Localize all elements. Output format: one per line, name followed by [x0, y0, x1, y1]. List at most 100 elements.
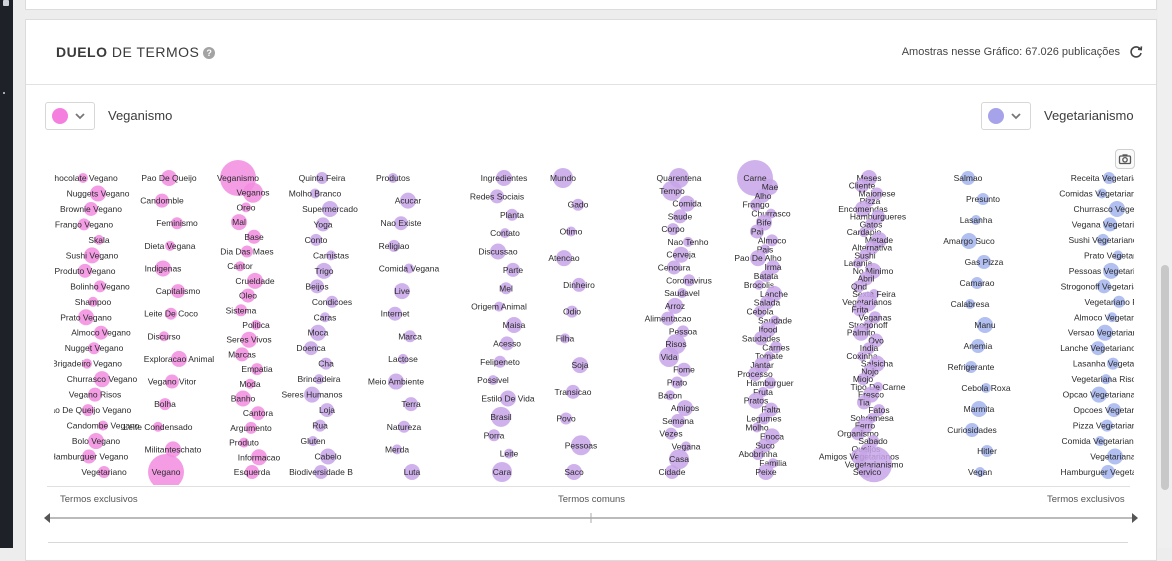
term-bubble[interactable] [388, 306, 402, 321]
term-bubble[interactable] [977, 255, 991, 269]
term-bubble[interactable] [1107, 403, 1121, 418]
term-bubble[interactable] [404, 263, 414, 274]
term-bubble[interactable] [750, 198, 762, 211]
term-bubble[interactable] [404, 397, 418, 412]
term-bubble[interactable] [572, 357, 588, 374]
term-bubble[interactable] [251, 320, 261, 330]
term-bubble[interactable] [764, 376, 776, 389]
term-bubble[interactable] [748, 367, 762, 381]
term-bubble[interactable] [659, 346, 679, 367]
term-bubble[interactable] [971, 215, 981, 225]
term-bubble[interactable] [171, 350, 187, 367]
term-bubble[interactable] [394, 283, 410, 300]
term-bubble[interactable] [560, 412, 572, 425]
term-bubble[interactable] [855, 200, 871, 217]
term-bubble[interactable] [1113, 250, 1123, 261]
term-bubble[interactable] [316, 262, 332, 279]
term-bubble[interactable] [975, 467, 985, 477]
term-bubble[interactable] [965, 361, 977, 373]
scrollbar[interactable] [1158, 0, 1172, 548]
term-bubble[interactable] [245, 465, 259, 479]
right-term-select[interactable] [981, 102, 1031, 130]
term-bubble[interactable] [241, 202, 251, 213]
term-bubble[interactable] [971, 339, 985, 353]
term-bubble[interactable] [1107, 312, 1117, 323]
term-bubble[interactable] [94, 280, 106, 293]
term-bubble[interactable] [247, 229, 261, 244]
term-bubble[interactable] [84, 247, 100, 264]
term-bubble[interactable] [171, 217, 183, 230]
term-bubble[interactable] [677, 362, 691, 377]
term-bubble[interactable] [861, 466, 873, 478]
term-bubble[interactable] [304, 386, 320, 403]
term-bubble[interactable] [853, 324, 869, 341]
term-bubble[interactable] [247, 272, 263, 289]
term-bubble[interactable] [1107, 357, 1119, 370]
term-bubble[interactable] [556, 250, 572, 267]
term-bubble[interactable] [492, 462, 512, 482]
term-bubble[interactable] [667, 297, 683, 314]
term-bubble[interactable] [760, 295, 774, 310]
term-bubble[interactable] [851, 426, 865, 441]
term-bubble[interactable] [494, 355, 506, 368]
term-bubble[interactable] [235, 261, 245, 272]
term-bubble[interactable] [859, 249, 871, 262]
term-bubble[interactable] [504, 448, 514, 459]
term-bubble[interactable] [488, 375, 498, 386]
term-bubble[interactable] [977, 193, 989, 205]
term-bubble[interactable] [243, 182, 263, 203]
term-bubble[interactable] [235, 347, 249, 362]
term-bubble[interactable] [88, 296, 98, 307]
term-bubble[interactable] [500, 282, 512, 295]
term-bubble[interactable] [673, 246, 689, 263]
help-icon[interactable]: ? [203, 47, 216, 59]
term-bubble[interactable] [235, 390, 251, 407]
refresh-icon[interactable] [1128, 44, 1144, 60]
term-bubble[interactable] [661, 311, 675, 326]
term-bubble[interactable] [326, 250, 336, 261]
term-bubble[interactable] [155, 260, 171, 277]
menu-icon[interactable] [3, 0, 9, 6]
term-bubble[interactable] [84, 201, 98, 216]
term-bubble[interactable] [326, 295, 338, 308]
term-bubble[interactable] [491, 406, 511, 427]
term-bubble[interactable] [231, 214, 247, 231]
term-bubble[interactable] [88, 433, 104, 450]
term-bubble[interactable] [677, 288, 687, 299]
term-bubble[interactable] [665, 465, 679, 479]
term-bubble[interactable] [310, 233, 322, 246]
term-bubble[interactable] [566, 384, 580, 399]
term-bubble[interactable] [159, 398, 171, 411]
term-bubble[interactable] [859, 227, 869, 238]
term-bubble[interactable] [251, 363, 263, 376]
term-bubble[interactable] [758, 412, 770, 425]
term-bubble[interactable] [1097, 188, 1107, 199]
term-bubble[interactable] [758, 464, 774, 480]
term-bubble[interactable] [752, 422, 762, 433]
term-bubble[interactable] [88, 342, 100, 355]
term-bubble[interactable] [310, 324, 326, 341]
term-bubble[interactable] [665, 427, 677, 440]
term-bubble[interactable] [764, 402, 778, 417]
term-bubble[interactable] [161, 170, 177, 186]
term-bubble[interactable] [857, 373, 869, 386]
term-bubble[interactable] [863, 342, 875, 355]
term-bubble[interactable] [873, 404, 885, 417]
term-bubble[interactable] [1103, 217, 1117, 232]
term-bubble[interactable] [677, 400, 693, 417]
term-bubble[interactable] [500, 390, 516, 407]
term-bubble[interactable] [153, 421, 163, 432]
term-bubble[interactable] [1101, 374, 1111, 385]
term-bubble[interactable] [1091, 386, 1107, 403]
term-bubble[interactable] [304, 341, 318, 356]
term-bubble[interactable] [853, 258, 863, 269]
term-bubble[interactable] [857, 395, 871, 410]
term-bubble[interactable] [308, 436, 318, 447]
term-bubble[interactable] [78, 173, 88, 183]
term-bubble[interactable] [566, 226, 576, 237]
term-bubble[interactable] [766, 234, 778, 247]
term-bubble[interactable] [683, 274, 695, 287]
term-bubble[interactable] [857, 350, 867, 361]
term-bubble[interactable] [241, 245, 253, 258]
term-bubble[interactable] [981, 445, 993, 457]
